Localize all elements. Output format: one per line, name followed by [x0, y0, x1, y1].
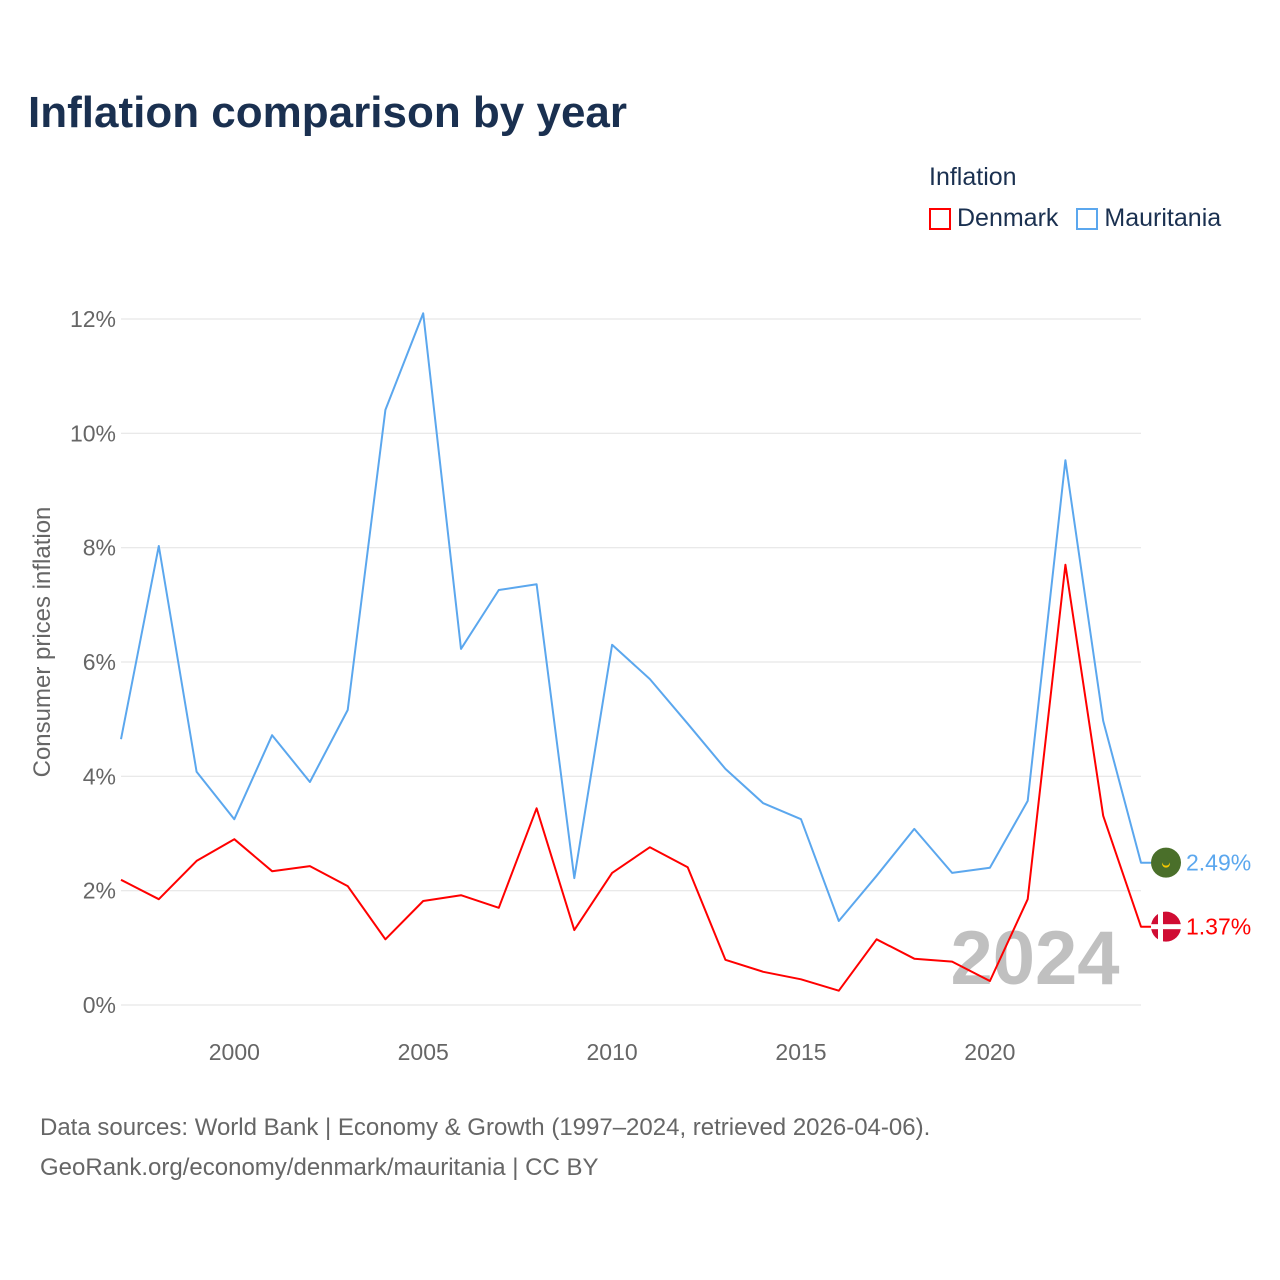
series-line-denmark	[120, 563, 1151, 992]
series-line-mauritania	[120, 312, 1151, 922]
x-tick-label: 2015	[775, 1039, 826, 1065]
x-tick-label: 2000	[209, 1039, 260, 1065]
x-tick-label: 2020	[964, 1039, 1015, 1065]
legend-swatch-denmark	[929, 207, 951, 230]
legend-swatch-mauritania	[1076, 207, 1099, 230]
y-tick-label: 4%	[83, 763, 116, 789]
flag-mauritania-icon	[1151, 847, 1181, 878]
y-tick-label: 10%	[70, 420, 116, 446]
flag-cross	[1151, 924, 1181, 930]
y-tick-label: 8%	[83, 535, 116, 561]
y-axis-label: Consumer prices inflation	[29, 507, 56, 778]
end-label-mauritania: 2.49%	[1186, 850, 1251, 876]
y-tick-label: 12%	[70, 306, 116, 332]
legend-label: Denmark	[957, 204, 1059, 232]
source-text: Data sources: World Bank | Economy & Gro…	[40, 1114, 931, 1141]
legend-label: Mauritania	[1104, 204, 1222, 232]
flag-denmark-icon	[1151, 911, 1181, 942]
footer: Data sources: World Bank | Economy & Gro…	[40, 1108, 930, 1188]
end-label-denmark: 1.37%	[1186, 914, 1251, 940]
flag-crescent-cut	[1162, 857, 1170, 866]
chart-title: Inflation comparison by year	[28, 88, 628, 137]
y-tick-label: 0%	[83, 992, 116, 1018]
legend-item-denmark[interactable]: Denmark	[929, 204, 1058, 233]
source-link[interactable]: GeoRank.org/economy/denmark/mauritania |…	[40, 1154, 599, 1181]
legend-item-mauritania[interactable]: Mauritania	[1076, 204, 1221, 233]
legend-title: Inflation	[929, 163, 1017, 191]
x-tick-label: 2010	[587, 1039, 638, 1065]
y-tick-label: 2%	[83, 878, 116, 904]
y-tick-label: 6%	[83, 649, 116, 675]
year-watermark: 2024	[950, 916, 1119, 1001]
legend: Denmark Mauritania	[929, 204, 1221, 233]
x-tick-label: 2005	[398, 1039, 449, 1065]
